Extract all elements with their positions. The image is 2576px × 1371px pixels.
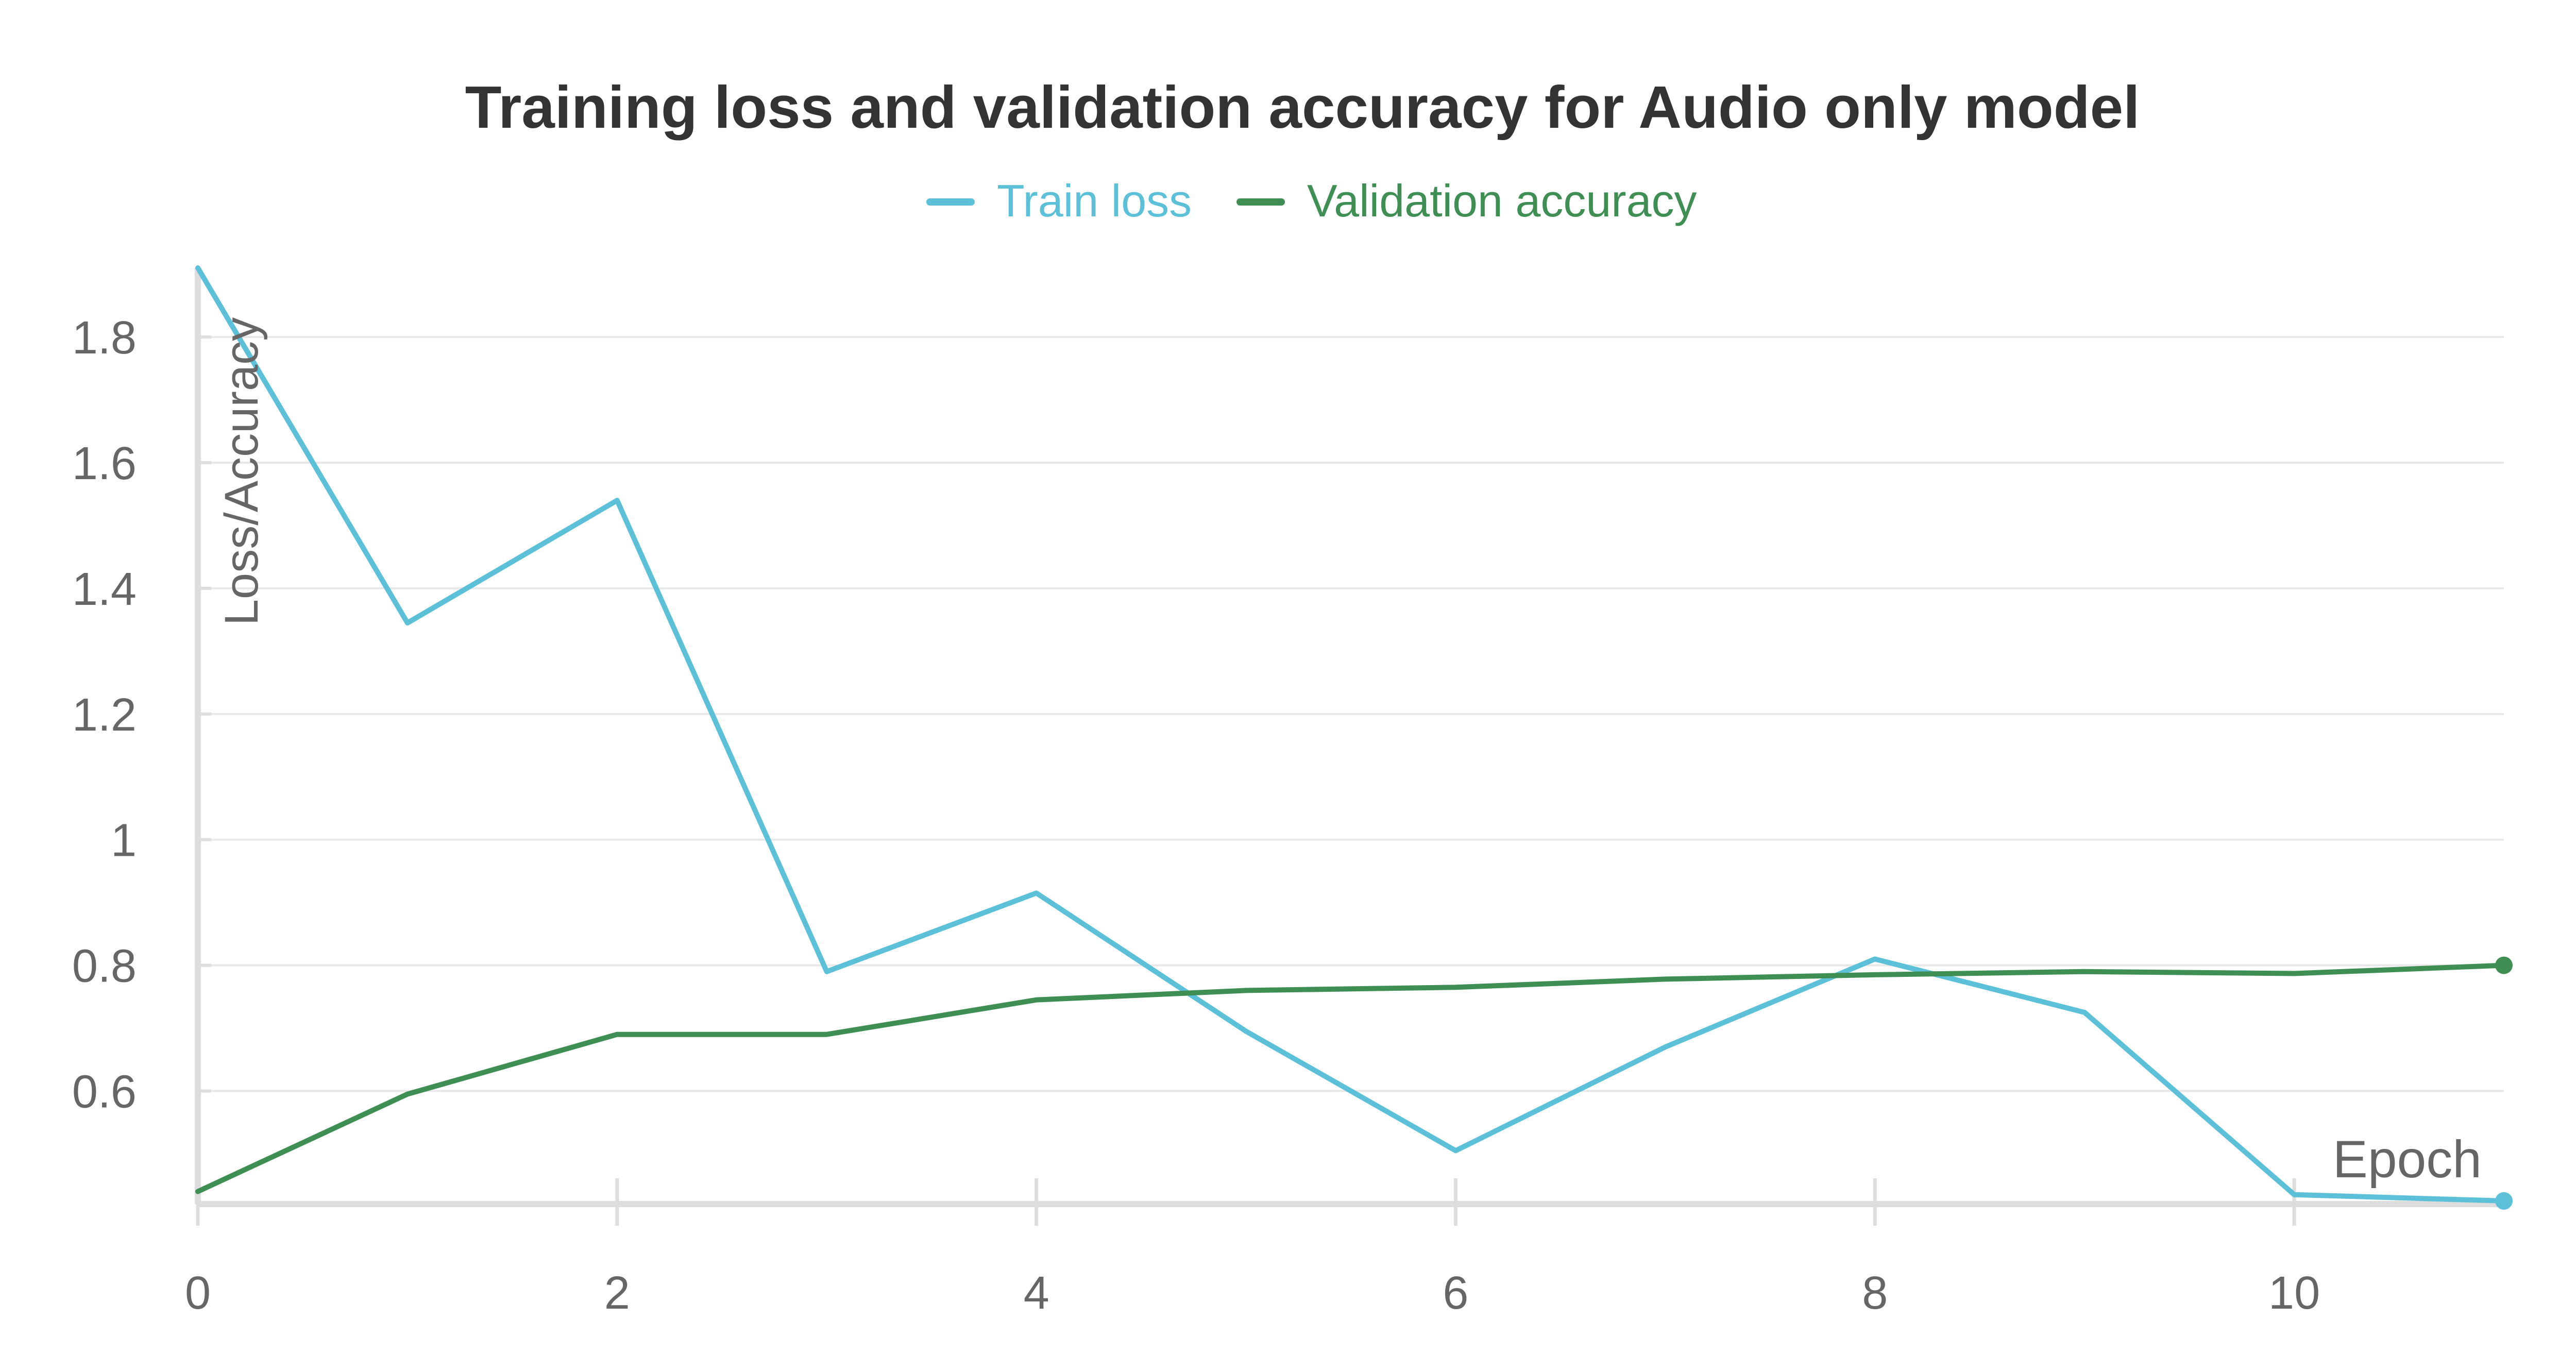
x-tick-label: 0 (185, 1267, 211, 1319)
train-loss-point (2495, 1192, 2513, 1210)
y-tick-label: 0.6 (72, 1066, 137, 1118)
grid-lines (198, 336, 2504, 1092)
x-tick-label: 10 (2268, 1267, 2320, 1319)
x-axis: 0 2 4 6 8 10 (185, 1178, 2504, 1319)
legend: Train loss Validation accuracy (926, 175, 1697, 226)
y-tick-label: 1.6 (72, 438, 137, 489)
y-tick-label: 0.8 (72, 941, 137, 992)
y-tick-label: 1.2 (72, 689, 137, 741)
x-tick-label: 2 (604, 1267, 630, 1319)
train-loss-point (1455, 1150, 1456, 1151)
y-tick-label: 1.4 (72, 564, 137, 615)
series-line-validation-accuracy (195, 962, 2506, 1194)
y-axis-label: Loss/Accuracy (215, 317, 268, 625)
validation-accuracy-point (1455, 987, 1456, 988)
y-tick-label: 1 (111, 815, 137, 867)
series-layer (195, 265, 2513, 1210)
validation-accuracy-point (2294, 973, 2295, 974)
legend-label: Train loss (997, 175, 1192, 226)
x-axis-label: Epoch (2333, 1130, 2482, 1189)
validation-accuracy-point (2084, 971, 2085, 972)
legend-label: Validation accuracy (1307, 175, 1697, 226)
x-tick-label: 8 (1862, 1267, 1888, 1319)
train-loss-point (826, 971, 827, 972)
chart-title: Training loss and validation accuracy fo… (465, 74, 2140, 141)
train-loss-point (2294, 1194, 2295, 1195)
x-tick-label: 4 (1024, 1267, 1049, 1319)
train-loss-point (2084, 1012, 2085, 1013)
validation-accuracy-point (2495, 956, 2513, 974)
x-tick-label: 6 (1443, 1267, 1468, 1319)
y-tick-label: 1.8 (72, 312, 137, 364)
train-loss-point (407, 622, 408, 623)
validation-accuracy-point (826, 1034, 827, 1035)
y-axis: 0.6 0.8 1 1.2 1.4 1.6 1.8 (72, 268, 211, 1204)
series-line-train-loss (195, 265, 2506, 1204)
